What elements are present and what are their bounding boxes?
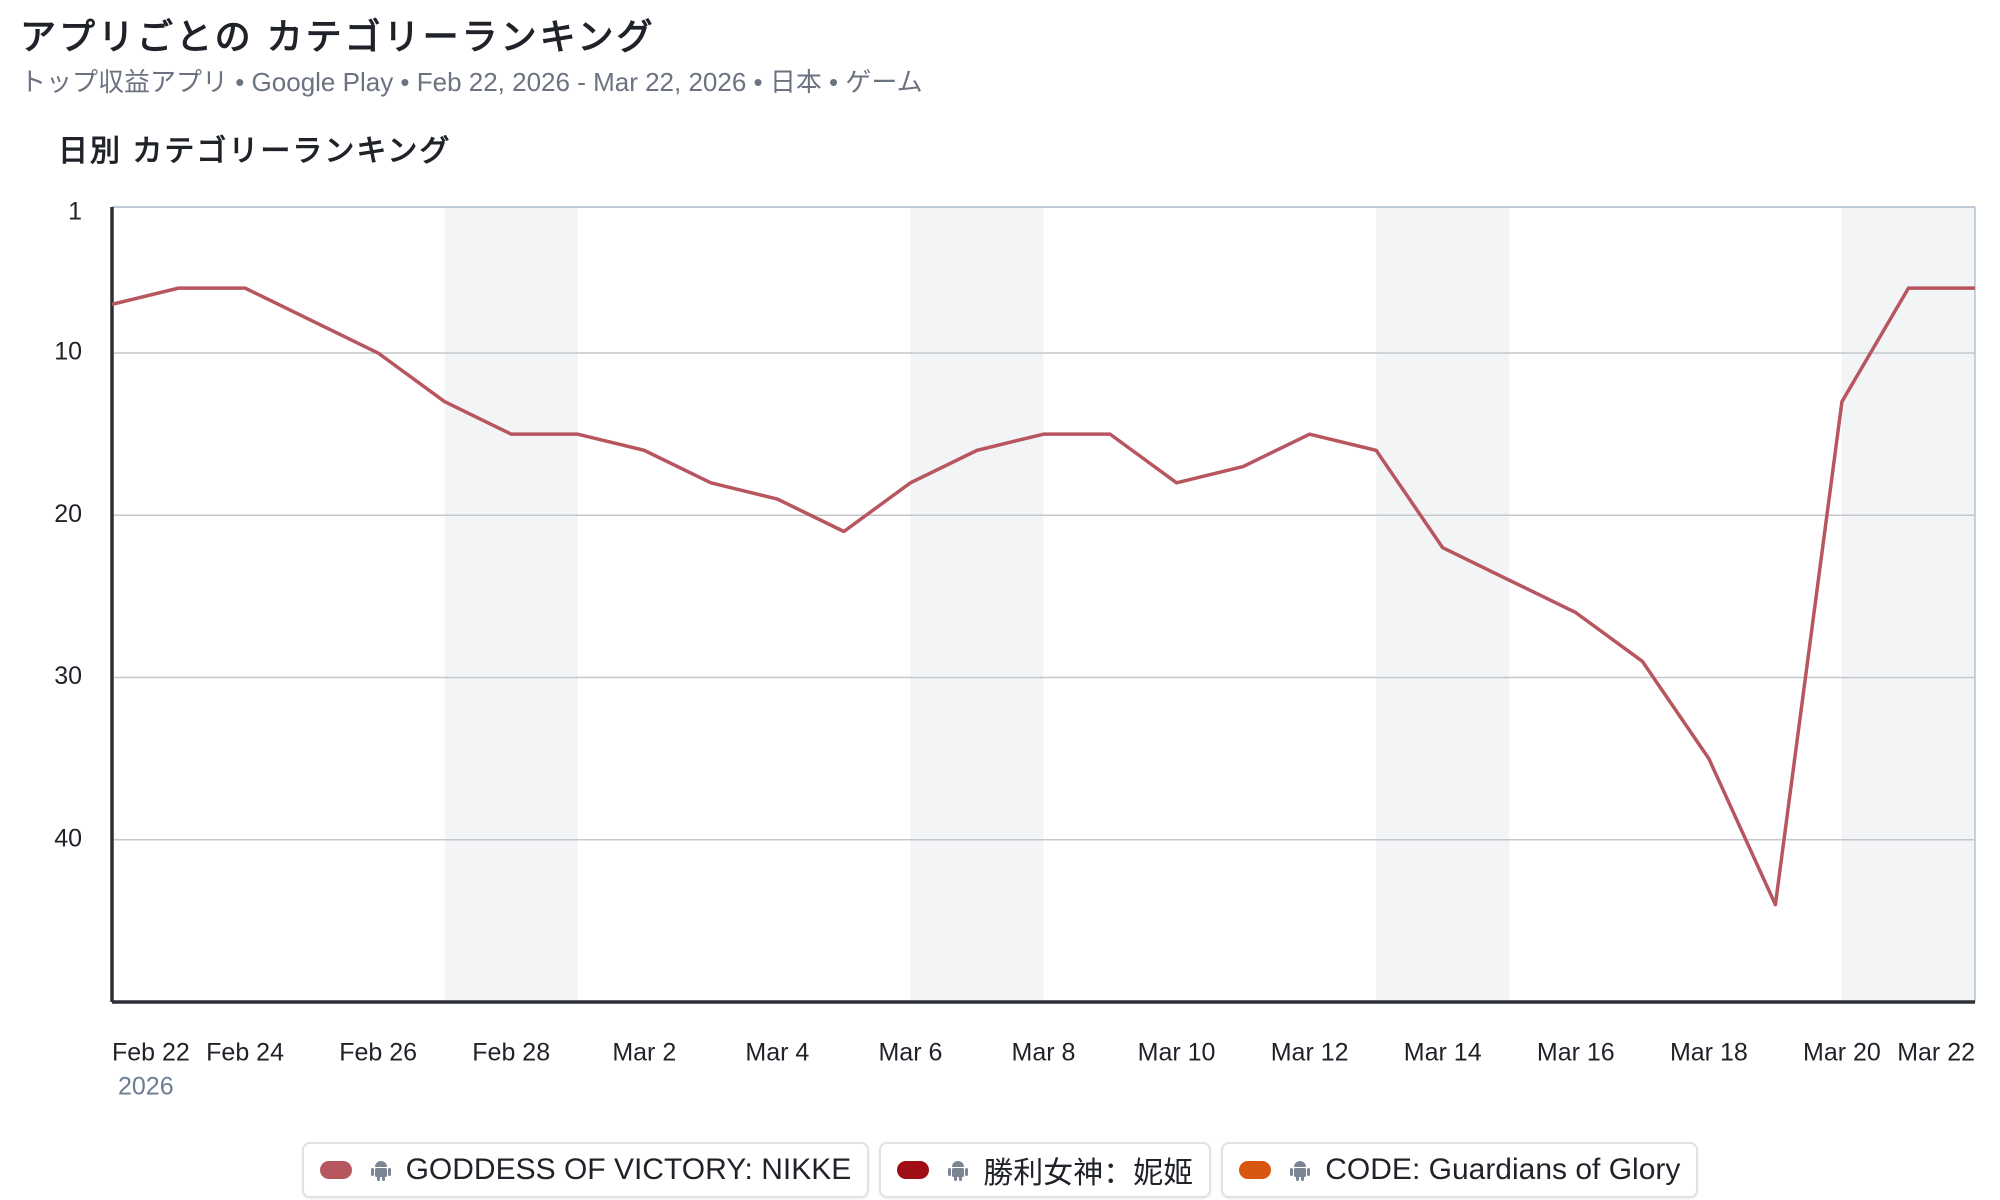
legend-label: CODE: Guardians of Glory xyxy=(1325,1153,1681,1186)
y-tick-label: 30 xyxy=(54,662,82,690)
android-icon xyxy=(1290,1161,1311,1181)
legend-swatch xyxy=(1239,1161,1272,1179)
x-tick-label: Mar 12 xyxy=(1271,1039,1349,1067)
legend: GODDESS OF VICTORY: NIKKE 勝利女神：妮姬 CODE: Gu… xyxy=(0,1142,2000,1198)
y-tick-label: 40 xyxy=(54,824,82,852)
android-icon xyxy=(370,1161,391,1181)
x-tick-label: Mar 8 xyxy=(1012,1039,1076,1067)
x-tick-label: Feb 24 xyxy=(206,1039,284,1067)
x-tick-label: Mar 10 xyxy=(1138,1039,1216,1067)
weekend-band xyxy=(1841,207,1975,1002)
legend-item[interactable]: 勝利女神：妮姬 xyxy=(879,1142,1212,1198)
x-tick-label: Mar 4 xyxy=(745,1039,809,1067)
y-tick-label: 20 xyxy=(54,500,82,528)
page-title: アプリごとの カテゴリーランキング xyxy=(20,16,656,57)
x-tick-label: Feb 26 xyxy=(339,1039,417,1067)
weekend-band xyxy=(1376,207,1510,1002)
chart: 1 10 20 30 40 Feb 22 Feb 24 Feb 26 Feb 28 Mar 2 Ma… xyxy=(54,198,1976,1101)
legend-item[interactable]: CODE: Guardians of Glory xyxy=(1221,1142,1699,1198)
x-tick-label: Mar 16 xyxy=(1537,1039,1615,1067)
legend-item[interactable]: GODDESS OF VICTORY: NIKKE xyxy=(301,1142,870,1198)
x-tick-label: Mar 20 xyxy=(1803,1039,1881,1067)
x-tick-label: Feb 22 xyxy=(112,1039,190,1067)
x-tick-label: Feb 28 xyxy=(472,1039,550,1067)
x-year-label: 2026 xyxy=(118,1073,174,1101)
chart-title: 日別 カテゴリーランキング xyxy=(58,135,452,168)
x-tick-label: Mar 18 xyxy=(1670,1039,1748,1067)
y-tick-label: 1 xyxy=(68,198,82,226)
x-tick-label: Mar 2 xyxy=(612,1039,676,1067)
weekend-band xyxy=(910,207,1044,1002)
x-tick-label: Mar 14 xyxy=(1404,1039,1482,1067)
y-tick-label: 10 xyxy=(54,338,82,366)
legend-swatch xyxy=(897,1161,930,1179)
series-line xyxy=(111,286,1975,907)
legend-label: GODDESS OF VICTORY: NIKKE xyxy=(405,1153,852,1186)
android-icon xyxy=(948,1161,969,1181)
x-tick-label: Mar 6 xyxy=(878,1039,942,1067)
page-subtitle: トップ収益アプリ • Google Play • Feb 22, 2026 - … xyxy=(20,67,923,97)
x-tick-label: Mar 22 xyxy=(1897,1039,1975,1067)
legend-label: 勝利女神：妮姬 xyxy=(983,1157,1194,1190)
legend-swatch xyxy=(319,1161,352,1179)
weekend-band xyxy=(444,207,578,1002)
